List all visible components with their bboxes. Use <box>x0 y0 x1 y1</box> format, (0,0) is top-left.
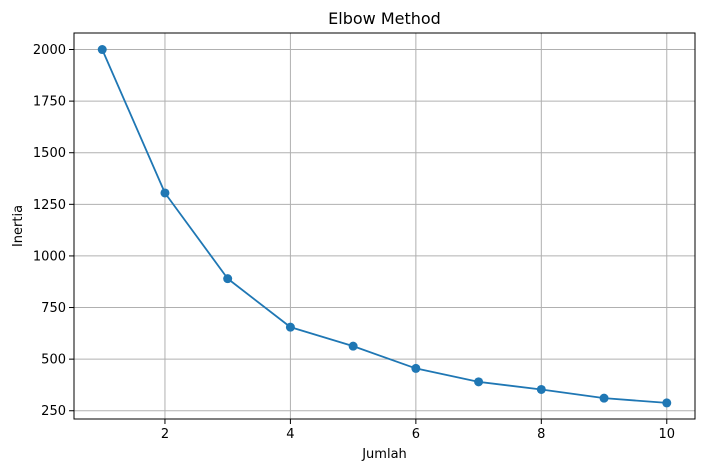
data-point <box>223 274 233 284</box>
x-tick-label: 4 <box>286 427 294 442</box>
data-point <box>348 341 358 351</box>
y-tick-label: 1750 <box>33 95 66 110</box>
y-tick-label: 750 <box>41 301 66 316</box>
data-point <box>536 384 546 394</box>
x-tick-label: 6 <box>412 427 420 442</box>
data-point <box>285 322 295 332</box>
y-tick-label: 1250 <box>33 198 66 213</box>
y-tick-label: 1500 <box>33 146 66 161</box>
chart-title: Elbow Method <box>328 9 441 28</box>
data-point <box>97 45 107 55</box>
grid-layer <box>74 33 695 419</box>
series-layer <box>97 45 672 408</box>
plot-frame <box>73 32 696 420</box>
data-point <box>474 377 484 387</box>
tick-layer: 2 4 6 8 10 250 500 750 1000 1250 1500 1750 2000 <box>33 43 675 442</box>
y-axis-label: Inertia <box>11 205 26 247</box>
data-point <box>160 188 170 198</box>
y-tick-label: 250 <box>41 404 66 419</box>
x-tick-label: 8 <box>537 427 545 442</box>
data-point <box>662 398 672 408</box>
x-axis-label: Jumlah <box>361 447 407 462</box>
data-point <box>599 393 609 403</box>
y-tick-label: 2000 <box>33 43 66 58</box>
data-point <box>411 363 421 373</box>
x-tick-label: 2 <box>161 427 169 442</box>
x-tick-label: 10 <box>658 427 675 442</box>
series-line <box>101 49 667 404</box>
y-tick-label: 500 <box>41 353 66 368</box>
y-tick-label: 1000 <box>33 249 66 264</box>
